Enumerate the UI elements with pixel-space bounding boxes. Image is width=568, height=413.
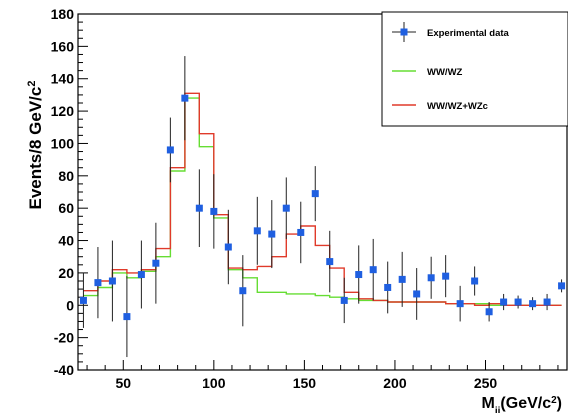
y-tick-label: 100 [51, 135, 75, 151]
y-axis-label: Events/8 GeV/c2 [26, 81, 45, 210]
data-point [253, 227, 261, 235]
data-point [152, 259, 160, 267]
legend-label-wwwzc: WW/WZ+WZc [427, 101, 488, 112]
y-axis-label-sup: 2 [26, 81, 38, 87]
x-axis-label-sub: jj [494, 406, 501, 413]
x-tick-label: 200 [383, 375, 407, 391]
x-tick-label: 50 [115, 375, 131, 391]
y-tick-label: 20 [58, 265, 74, 281]
data-point [500, 298, 508, 306]
data-point [297, 228, 305, 236]
data-point [166, 146, 174, 154]
data-point [427, 274, 435, 282]
y-tick-label: 0 [66, 297, 74, 313]
data-point [514, 298, 522, 306]
legend-data-marker [400, 28, 408, 36]
y-tick-label: 160 [51, 38, 75, 54]
y-tick-label: -40 [54, 362, 74, 378]
x-axis-label: Mjj(GeV/c2) [482, 395, 562, 413]
data-point [268, 230, 276, 238]
data-point [224, 243, 232, 251]
data-point [326, 258, 334, 266]
data-point [239, 287, 247, 295]
x-axis-label-sup: 2 [551, 395, 557, 406]
x-axis-label-unit-open: (GeV/c [500, 395, 551, 412]
y-axis-label-main: Events/8 GeV/c [26, 87, 45, 210]
data-point [471, 277, 479, 285]
y-tick-label: 60 [58, 200, 74, 216]
x-tick-label: 250 [474, 375, 498, 391]
y-tick-label: 180 [51, 6, 75, 22]
data-point [340, 296, 348, 304]
data-point [181, 94, 189, 102]
data-point [558, 282, 566, 290]
data-point [195, 204, 203, 212]
data-point [543, 298, 551, 306]
x-axis-label-unit-close: ) [557, 395, 562, 412]
legend-label-data: Experimental data [427, 28, 510, 39]
data-point [123, 313, 131, 321]
data-point [282, 204, 290, 212]
data-point [398, 275, 406, 283]
data-point [485, 308, 493, 316]
data-point [384, 283, 392, 291]
data-point [355, 271, 363, 279]
data-point [108, 277, 116, 285]
data-point [79, 296, 87, 304]
data-point [369, 266, 377, 274]
data-point [311, 190, 319, 198]
data-point [413, 290, 421, 298]
data-point [210, 207, 218, 215]
legend-label-wwwz: WW/WZ [427, 67, 463, 78]
legend-box [381, 11, 568, 127]
y-tick-label: -20 [54, 330, 74, 346]
data-point [137, 271, 145, 279]
data-point [94, 279, 102, 287]
x-tick-label: 100 [202, 375, 226, 391]
y-tick-label: 140 [51, 71, 75, 87]
legend: Experimental data WW/WZ WW/WZ+WZc [381, 11, 568, 127]
data-point [529, 300, 537, 308]
x-axis-label-main: M [482, 395, 495, 412]
x-tick-label: 150 [293, 375, 317, 391]
data-point [456, 300, 464, 308]
data-point [442, 272, 450, 280]
y-tick-label: 40 [58, 233, 74, 249]
y-tick-label: 120 [51, 103, 75, 119]
y-tick-label: 80 [58, 168, 74, 184]
